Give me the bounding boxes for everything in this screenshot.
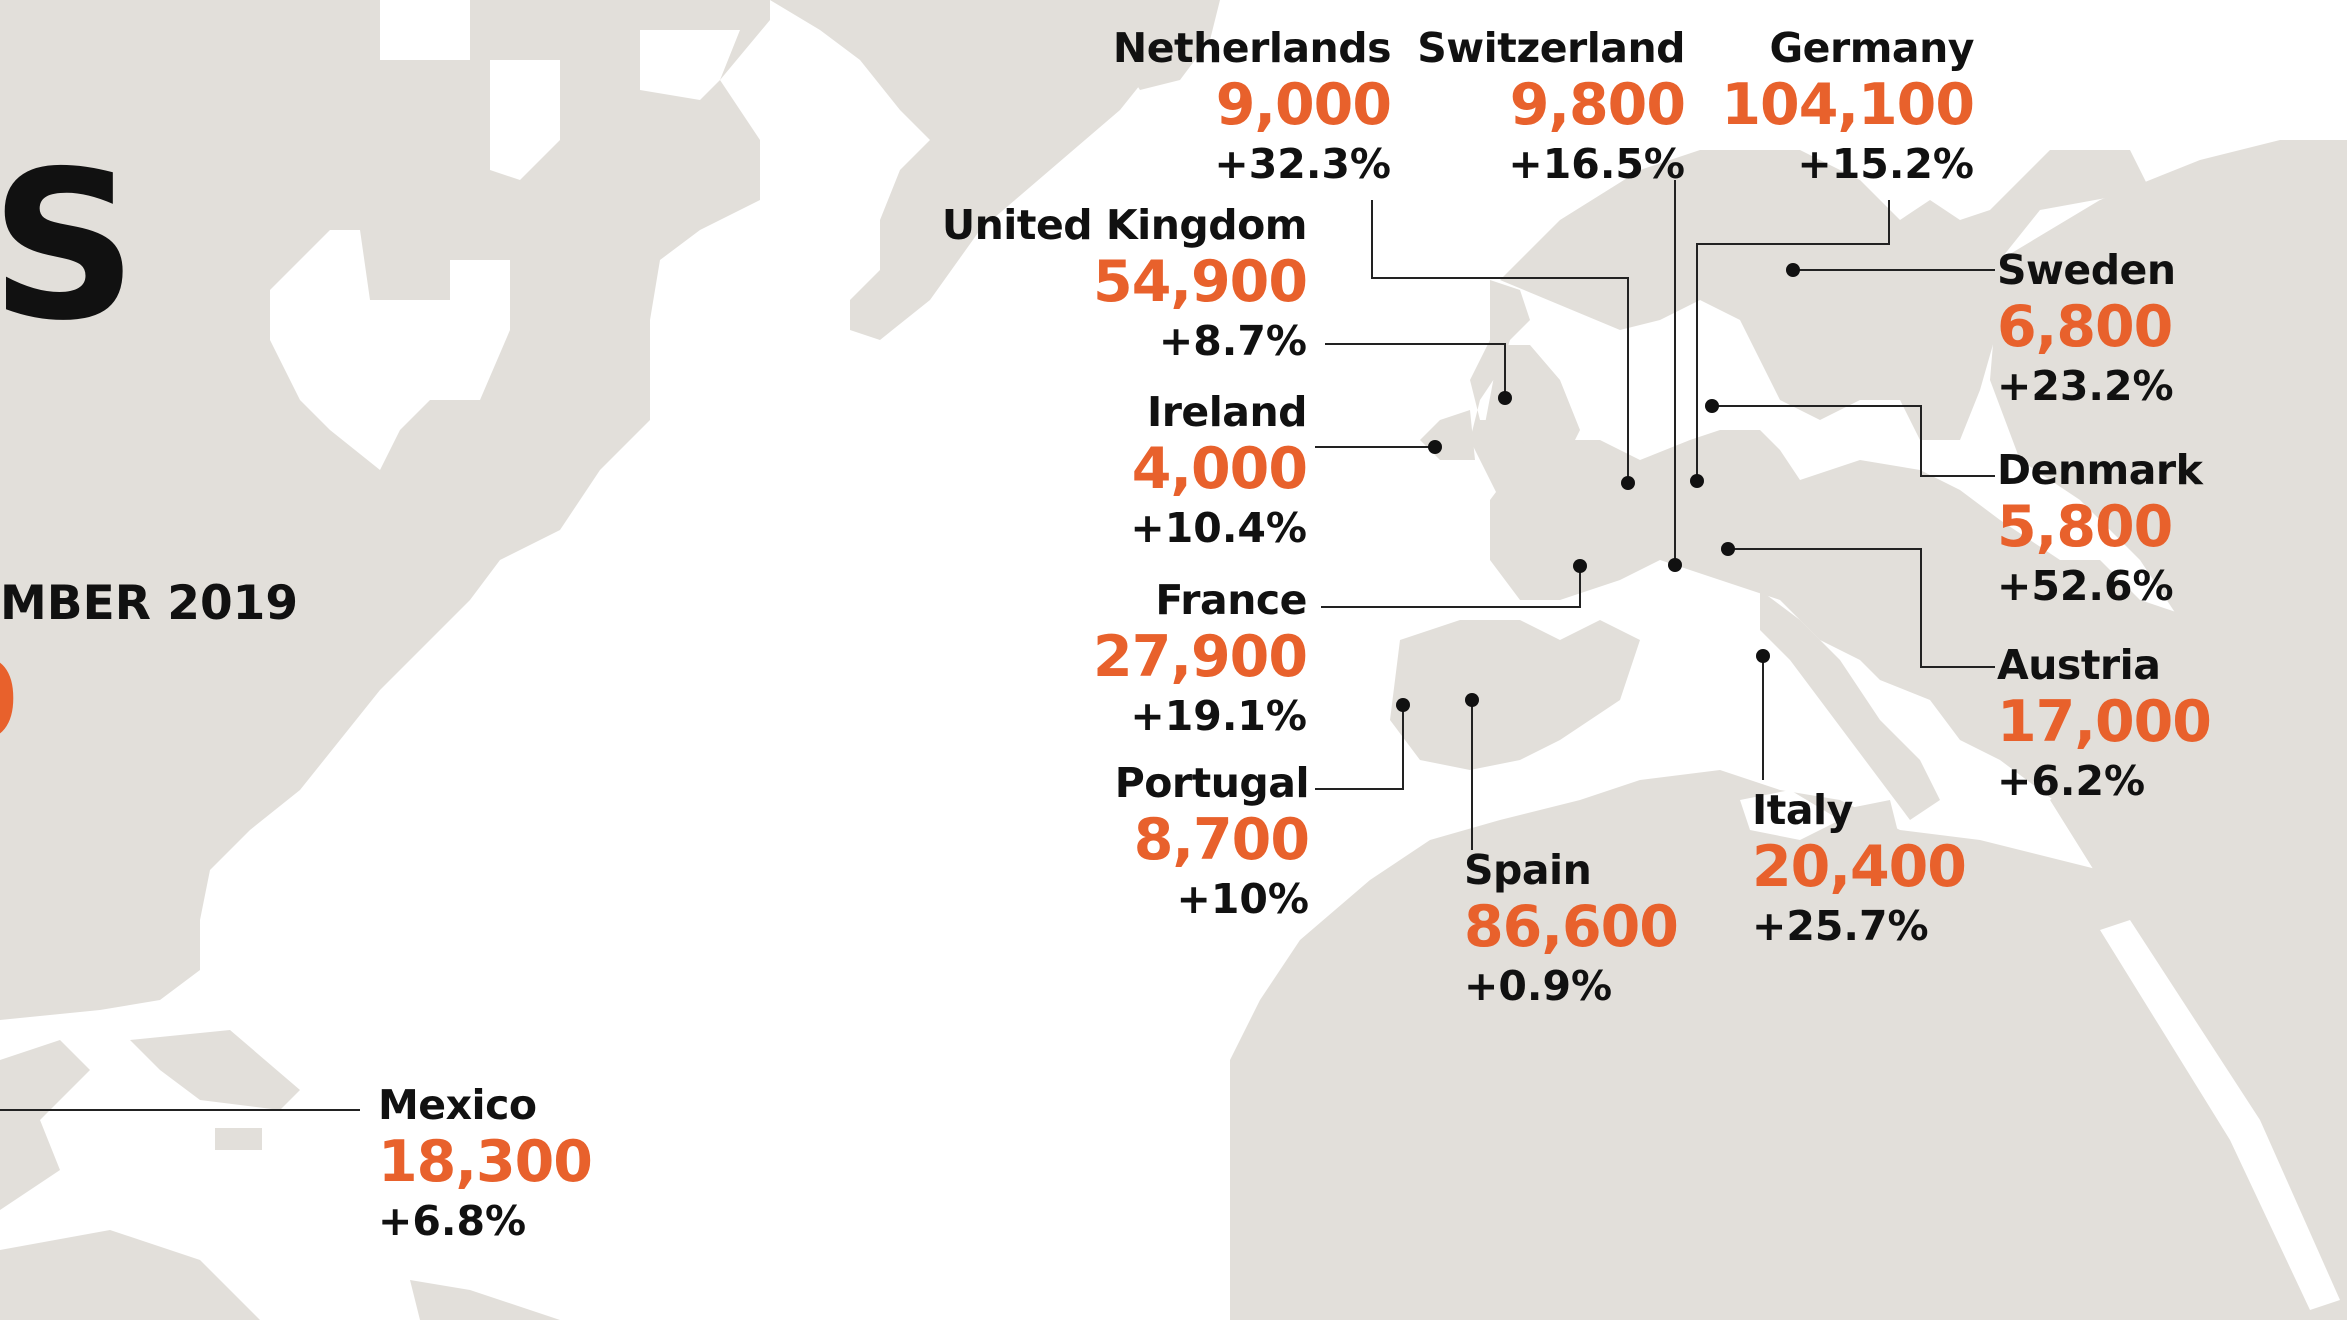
country-value: 20,400 [1752, 834, 1967, 900]
country-change: +15.2% [1797, 140, 1974, 188]
country-name: France [1155, 576, 1307, 624]
country-value: 9,000 [1215, 72, 1392, 138]
country-value: 5,800 [1997, 494, 2173, 560]
label-mexico: Mexico 18,300 +6.8% [378, 1081, 593, 1245]
leader-germany [1696, 200, 1890, 481]
landmass-europe [1230, 140, 2347, 1320]
marker-denmark [1705, 399, 1719, 413]
country-change: +6.2% [1997, 757, 2146, 805]
leader-austria [1728, 548, 1995, 668]
country-change: +10.4% [1130, 504, 1307, 552]
country-name: Netherlands [1112, 24, 1392, 72]
country-value: 6,800 [1997, 294, 2173, 360]
marker-spain [1465, 693, 1479, 707]
country-value: 86,600 [1464, 894, 1679, 960]
country-name: Austria [1997, 641, 2161, 689]
country-change: +10% [1176, 875, 1310, 923]
location-markers [1396, 263, 1800, 712]
marker-austria [1721, 542, 1735, 556]
country-name: Italy [1752, 786, 1853, 834]
landmass-north-america [0, 0, 770, 1320]
leader-netherlands [1371, 200, 1629, 483]
country-name: United Kingdom [941, 201, 1308, 249]
country-name: Spain [1464, 846, 1592, 894]
label-germany: Germany 104,100 +15.2% [1721, 24, 1975, 188]
country-value: 9,800 [1509, 72, 1686, 138]
country-change: +8.7% [1158, 317, 1307, 365]
leader-france [1321, 566, 1581, 608]
label-france: France 27,900 +19.1% [1093, 576, 1308, 740]
country-change: +0.9% [1464, 962, 1613, 1010]
country-value: 4,000 [1131, 436, 1308, 502]
marker-sweden [1786, 263, 1800, 277]
marker-portugal [1396, 698, 1410, 712]
country-name: Sweden [1997, 246, 2176, 294]
date-fragment: MBER 2019 [0, 576, 299, 631]
country-name: Mexico [378, 1081, 537, 1129]
country-value: 54,900 [1093, 249, 1308, 315]
label-ireland: Ireland 4,000 +10.4% [1130, 388, 1308, 552]
country-name: Switzerland [1417, 24, 1685, 72]
country-value: 104,100 [1721, 72, 1975, 138]
leader-united-kingdom [1325, 343, 1506, 398]
label-switzerland: Switzerland 9,800 +16.5% [1417, 24, 1686, 188]
country-value: 17,000 [1997, 689, 2212, 755]
country-name: Portugal [1114, 759, 1310, 807]
label-austria: Austria 17,000 +6.2% [1997, 641, 2212, 805]
label-netherlands: Netherlands 9,000 +32.3% [1112, 24, 1392, 188]
country-change: +19.1% [1130, 692, 1307, 740]
label-united-kingdom: United Kingdom 54,900 +8.7% [941, 201, 1308, 365]
marker-switzerland [1668, 558, 1682, 572]
country-value: 8,700 [1133, 807, 1310, 873]
label-spain: Spain 86,600 +0.9% [1464, 846, 1679, 1010]
label-denmark: Denmark 5,800 +52.6% [1997, 446, 2203, 610]
marker-netherlands [1621, 476, 1635, 490]
label-portugal: Portugal 8,700 +10% [1114, 759, 1310, 923]
label-italy: Italy 20,400 +25.7% [1752, 786, 1967, 950]
country-name: Denmark [1997, 446, 2203, 494]
label-sweden: Sweden 6,800 +23.2% [1997, 250, 2176, 407]
leader-denmark [1712, 405, 1995, 477]
total-value-fragment: 0 [0, 645, 19, 755]
country-change: +23.2% [1997, 362, 2174, 410]
marker-france [1573, 559, 1587, 573]
marker-germany [1690, 474, 1704, 488]
marker-united-kingdom [1498, 391, 1512, 405]
marker-italy [1756, 649, 1770, 663]
landmass-greenland [770, 0, 1220, 340]
country-change: +32.3% [1214, 140, 1391, 188]
page-title-fragment: S [0, 128, 138, 366]
country-name: Ireland [1146, 388, 1308, 436]
country-value: 18,300 [378, 1129, 593, 1195]
country-change: +25.7% [1752, 902, 1929, 950]
leader-portugal [1315, 705, 1404, 790]
leader-lines [0, 180, 1995, 1111]
country-change: +52.6% [1997, 562, 2174, 610]
country-change: +6.8% [378, 1197, 527, 1245]
marker-ireland [1428, 440, 1442, 454]
country-value: 27,900 [1093, 624, 1308, 690]
country-name: Germany [1769, 24, 1975, 72]
country-change: +16.5% [1508, 140, 1685, 188]
